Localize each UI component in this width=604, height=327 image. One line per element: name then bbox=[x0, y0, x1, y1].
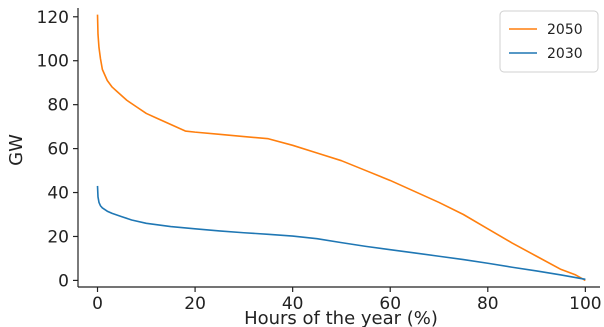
legend-items: 2050 2030 bbox=[509, 22, 583, 62]
x-tick-label: 0 bbox=[92, 294, 103, 314]
y-tick-label: 80 bbox=[47, 96, 69, 116]
x-tick-label: 100 bbox=[569, 294, 601, 314]
series-layer bbox=[96, 14, 586, 282]
y-tick-label: 40 bbox=[47, 184, 69, 204]
legend-label-2050: 2050 bbox=[547, 22, 583, 38]
y-axis-ticks: 0 20 40 60 80 100 120 bbox=[37, 8, 78, 291]
series-line-2030 bbox=[96, 185, 586, 281]
y-tick-label: 20 bbox=[47, 227, 69, 247]
x-tick-label: 20 bbox=[184, 294, 206, 314]
y-axis-title: GW bbox=[6, 134, 27, 166]
y-tick-label: 0 bbox=[58, 271, 69, 291]
axes bbox=[77, 8, 600, 288]
x-tick-label: 80 bbox=[477, 294, 499, 314]
y-tick-label: 60 bbox=[47, 140, 69, 160]
legend-label-2030: 2030 bbox=[547, 46, 583, 62]
y-tick-label: 120 bbox=[37, 8, 69, 28]
y-tick-label: 100 bbox=[37, 52, 69, 72]
legend-frame bbox=[499, 10, 599, 73]
x-tick-label: 40 bbox=[282, 294, 304, 314]
legend: 2050 2030 bbox=[499, 10, 599, 73]
series-line-2050 bbox=[96, 14, 586, 282]
x-axis-title: Hours of the year (%) bbox=[244, 308, 438, 327]
x-tick-label: 60 bbox=[379, 294, 401, 314]
x-axis-ticks: 0 20 40 60 80 100 bbox=[92, 287, 602, 314]
